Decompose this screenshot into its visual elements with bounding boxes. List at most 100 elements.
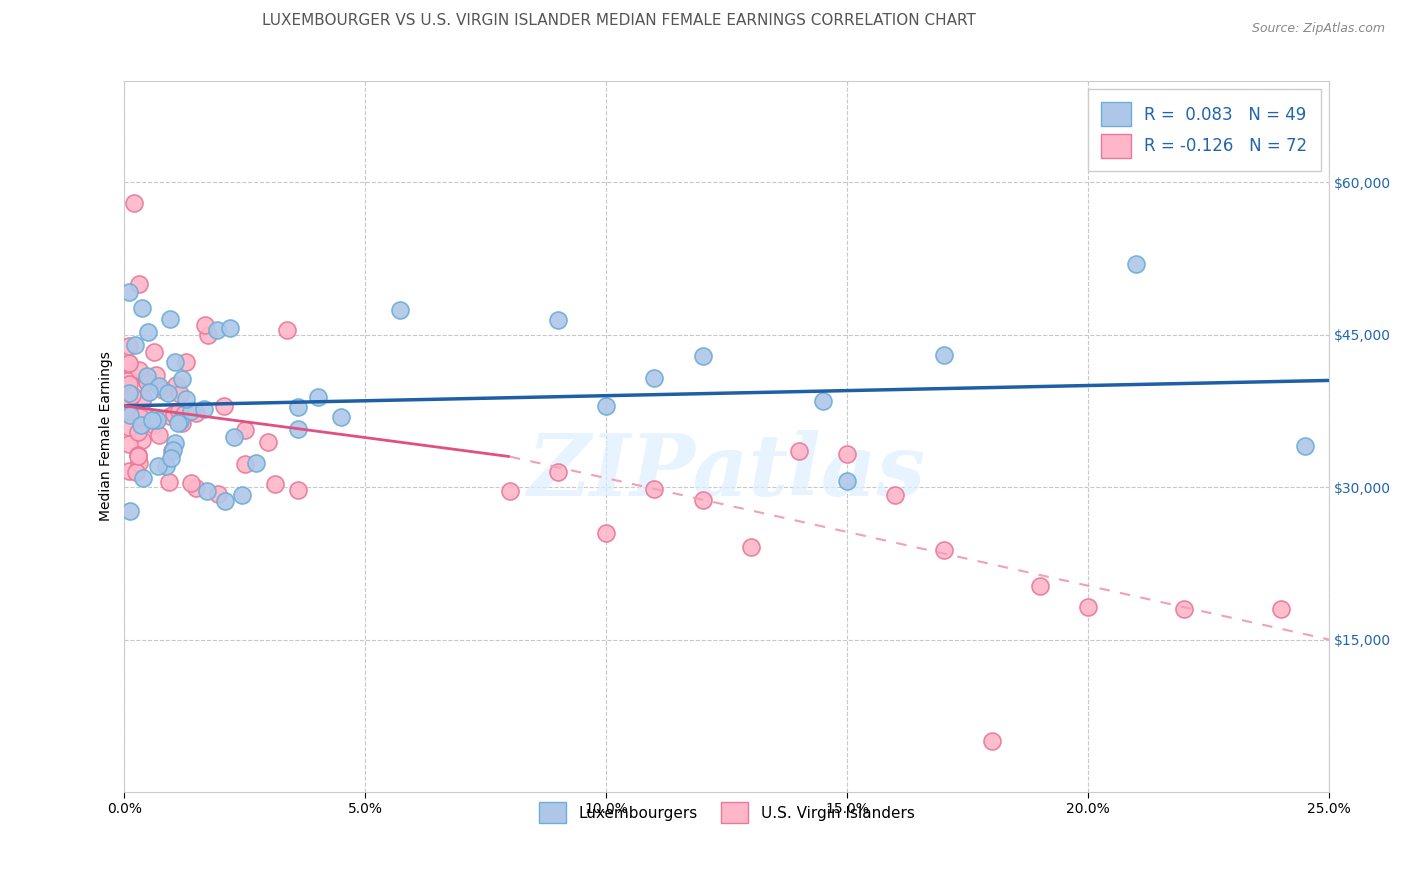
- Point: [162, 443, 184, 458]
- Point: [1125, 256, 1147, 270]
- Point: [142, 418, 165, 433]
- Point: [132, 405, 155, 419]
- Point: [692, 493, 714, 508]
- Point: [193, 402, 215, 417]
- Point: [167, 417, 190, 431]
- Point: [499, 484, 522, 499]
- Point: [932, 542, 955, 557]
- Point: [837, 447, 859, 461]
- Point: [186, 482, 208, 496]
- Point: [692, 349, 714, 363]
- Point: [162, 444, 184, 458]
- Point: [118, 373, 141, 387]
- Point: [132, 471, 155, 485]
- Point: [165, 377, 187, 392]
- Point: [163, 436, 186, 450]
- Point: [127, 449, 149, 463]
- Point: [330, 409, 353, 424]
- Point: [118, 377, 141, 392]
- Point: [287, 400, 309, 414]
- Point: [214, 493, 236, 508]
- Point: [127, 448, 149, 462]
- Point: [159, 409, 181, 423]
- Point: [118, 464, 141, 478]
- Point: [263, 477, 285, 491]
- Point: [595, 526, 617, 541]
- Point: [118, 419, 141, 434]
- Point: [136, 375, 159, 389]
- Point: [740, 540, 762, 554]
- Point: [148, 427, 170, 442]
- Point: [276, 323, 298, 337]
- Point: [245, 456, 267, 470]
- Point: [547, 465, 569, 479]
- Point: [118, 339, 141, 353]
- Point: [157, 475, 180, 489]
- Point: [146, 458, 169, 473]
- Point: [643, 482, 665, 496]
- Point: [118, 393, 141, 408]
- Point: [307, 390, 329, 404]
- Point: [219, 320, 242, 334]
- Point: [141, 412, 163, 426]
- Point: [207, 487, 229, 501]
- Point: [643, 371, 665, 385]
- Point: [207, 323, 229, 337]
- Point: [118, 357, 141, 371]
- Point: [128, 363, 150, 377]
- Point: [1270, 602, 1292, 616]
- Point: [932, 348, 955, 362]
- Point: [170, 372, 193, 386]
- Point: [118, 385, 141, 400]
- Point: [233, 423, 256, 437]
- Point: [169, 404, 191, 418]
- Point: [595, 400, 617, 414]
- Point: [134, 409, 156, 424]
- Point: [128, 456, 150, 470]
- Point: [122, 195, 145, 210]
- Point: [287, 422, 309, 436]
- Point: [222, 430, 245, 444]
- Point: [1029, 579, 1052, 593]
- Point: [129, 417, 152, 432]
- Y-axis label: Median Female Earnings: Median Female Earnings: [100, 351, 114, 521]
- Point: [152, 384, 174, 398]
- Point: [169, 414, 191, 428]
- Text: Source: ZipAtlas.com: Source: ZipAtlas.com: [1251, 22, 1385, 36]
- Point: [811, 393, 834, 408]
- Point: [129, 410, 152, 425]
- Point: [287, 483, 309, 497]
- Point: [787, 443, 810, 458]
- Point: [131, 434, 153, 448]
- Point: [128, 277, 150, 291]
- Point: [160, 451, 183, 466]
- Point: [257, 435, 280, 450]
- Point: [125, 465, 148, 479]
- Point: [180, 475, 202, 490]
- Point: [136, 369, 159, 384]
- Point: [163, 407, 186, 421]
- Point: [170, 416, 193, 430]
- Point: [547, 313, 569, 327]
- Point: [174, 392, 197, 406]
- Point: [135, 370, 157, 384]
- Point: [837, 474, 859, 488]
- Point: [156, 385, 179, 400]
- Point: [118, 285, 141, 299]
- Point: [136, 375, 159, 389]
- Point: [197, 328, 219, 343]
- Legend: Luxembourgers, U.S. Virgin Islanders: Luxembourgers, U.S. Virgin Islanders: [529, 791, 925, 834]
- Point: [1294, 440, 1316, 454]
- Text: ZIPatlas: ZIPatlas: [527, 430, 925, 514]
- Point: [389, 303, 412, 318]
- Point: [194, 318, 217, 333]
- Text: LUXEMBOURGER VS U.S. VIRGIN ISLANDER MEDIAN FEMALE EARNINGS CORRELATION CHART: LUXEMBOURGER VS U.S. VIRGIN ISLANDER MED…: [262, 13, 976, 29]
- Point: [121, 388, 143, 402]
- Point: [127, 425, 149, 439]
- Point: [1173, 602, 1195, 616]
- Point: [138, 384, 160, 399]
- Point: [118, 356, 141, 370]
- Point: [174, 354, 197, 368]
- Point: [231, 488, 253, 502]
- Point: [118, 406, 141, 420]
